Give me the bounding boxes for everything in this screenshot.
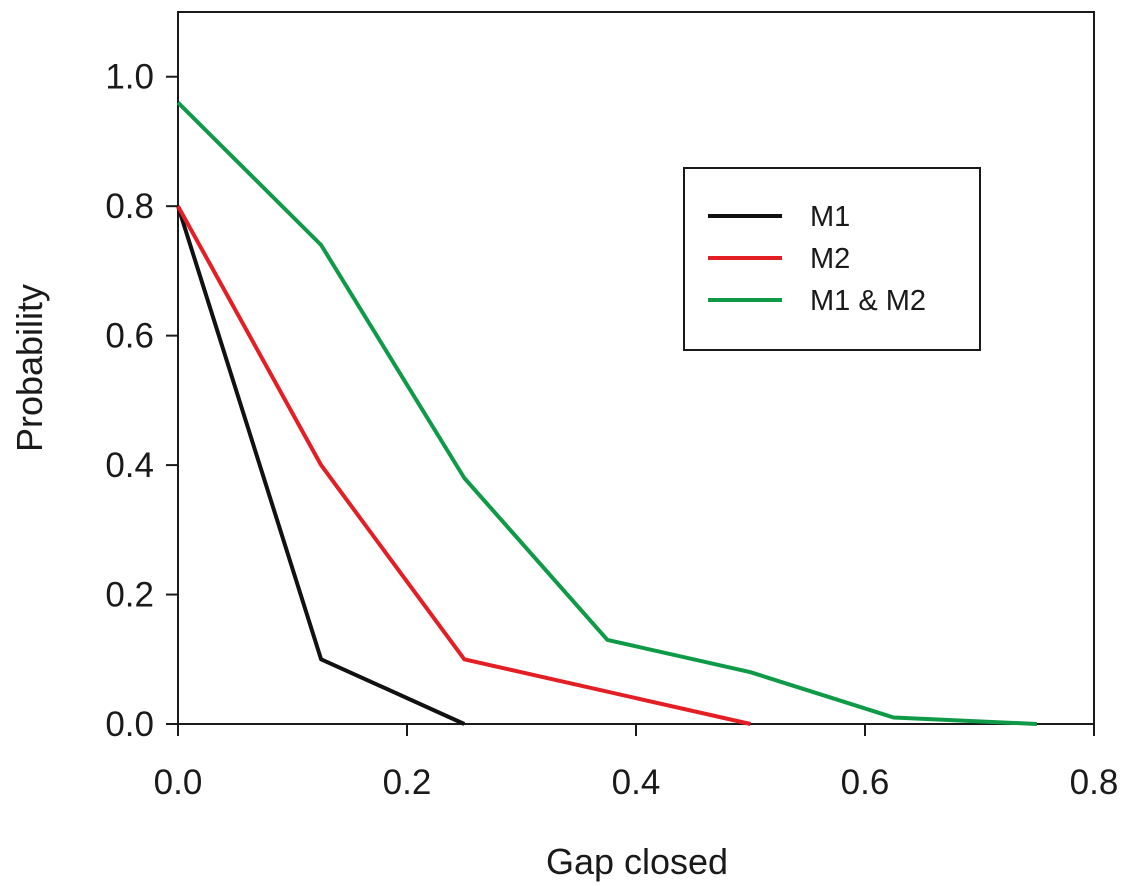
y-tick-label: 0.4 bbox=[105, 446, 154, 485]
y-tick-label: 0.0 bbox=[105, 705, 154, 744]
x-axis-title: Gap closed bbox=[546, 841, 728, 882]
y-axis-title: Probability bbox=[9, 284, 50, 452]
legend: M1 M2 M1 & M2 bbox=[683, 167, 981, 351]
y-axis: 0.0 0.2 0.4 0.6 0.8 1.0 bbox=[105, 58, 178, 744]
x-axis: 0.0 0.2 0.4 0.6 0.8 bbox=[154, 724, 1119, 802]
series-line-2 bbox=[176, 205, 751, 726]
y-tick-label: 1.0 bbox=[105, 58, 154, 97]
legend-label: M1 bbox=[810, 201, 850, 233]
series-line-3 bbox=[176, 101, 1037, 726]
legend-label: M2 bbox=[810, 243, 850, 275]
x-tick-label: 0.2 bbox=[383, 763, 432, 802]
legend-label: M1 & M2 bbox=[810, 285, 926, 317]
x-tick-label: 0.6 bbox=[841, 763, 890, 802]
y-tick-label: 0.2 bbox=[105, 576, 154, 615]
x-tick-label: 0.4 bbox=[612, 763, 661, 802]
series-line-1 bbox=[176, 205, 466, 726]
y-tick-label: 0.6 bbox=[105, 317, 154, 356]
plot-frame bbox=[177, 11, 1095, 725]
x-tick-label: 0.0 bbox=[154, 763, 203, 802]
series-layer bbox=[176, 101, 1037, 726]
y-tick-label: 0.8 bbox=[105, 187, 154, 226]
x-tick-label: 0.8 bbox=[1070, 763, 1119, 802]
